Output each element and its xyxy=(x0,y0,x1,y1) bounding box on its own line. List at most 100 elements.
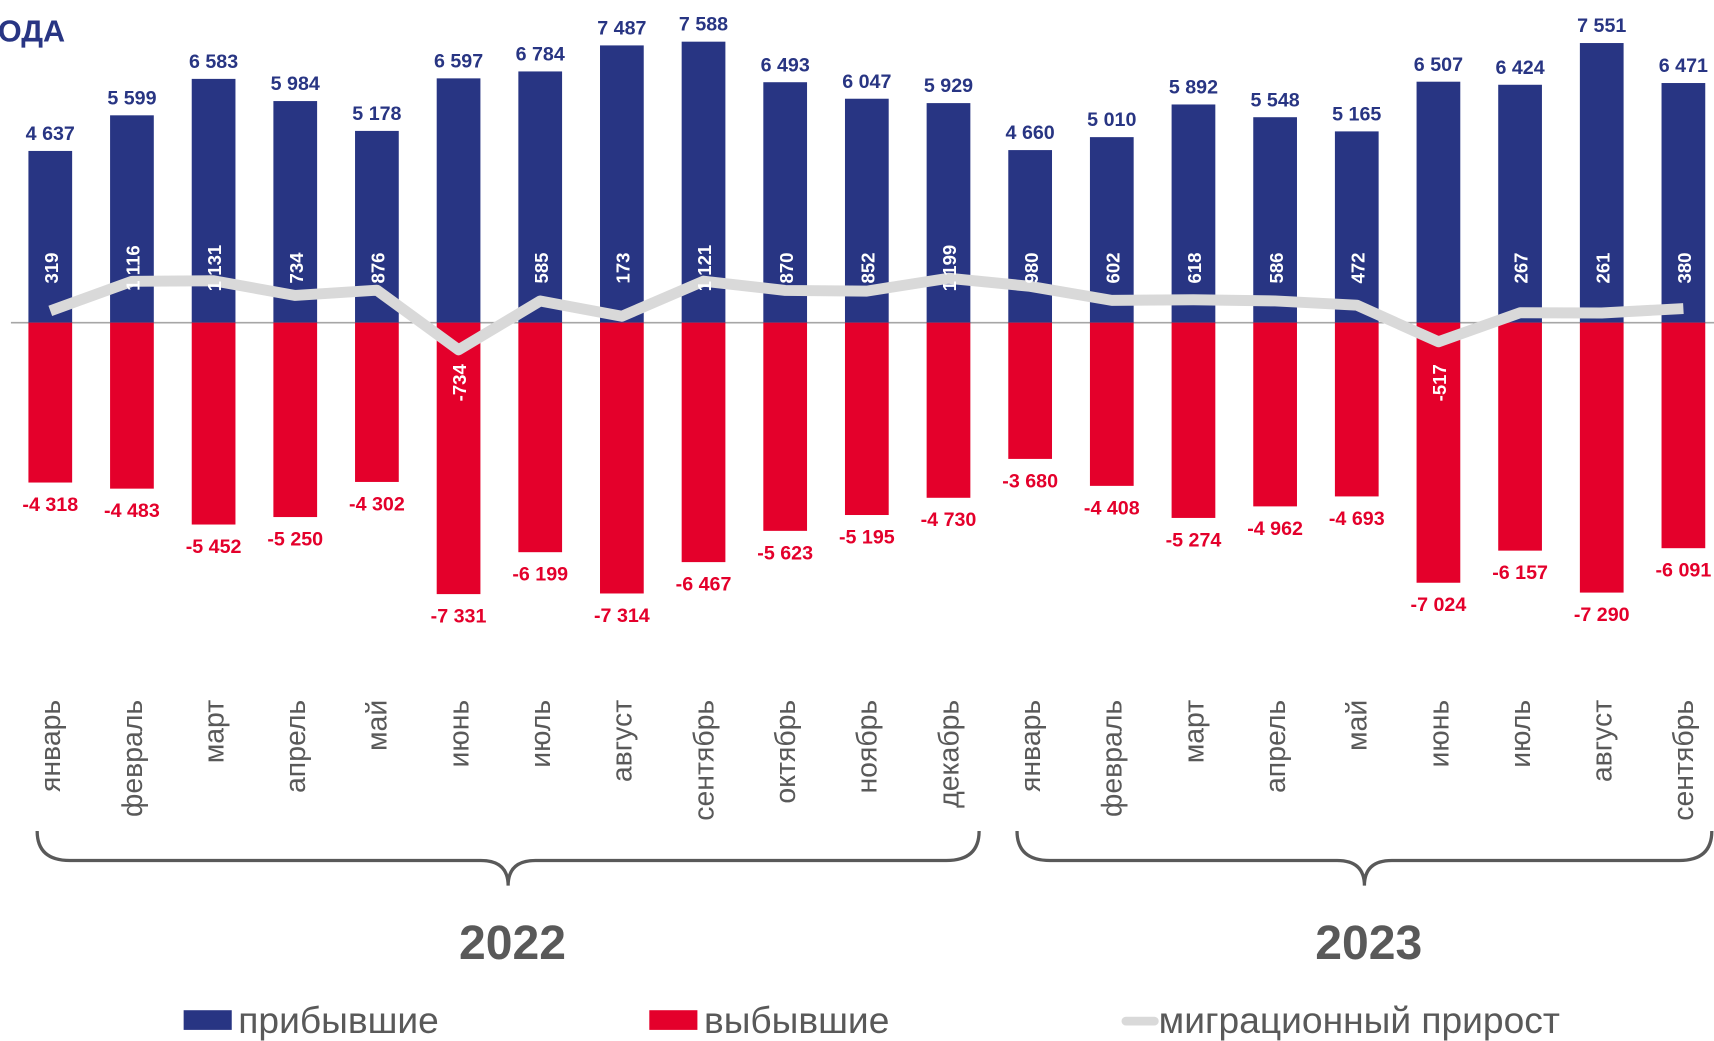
bar xyxy=(763,82,808,323)
bar xyxy=(1416,322,1461,583)
data-label: 5 548 xyxy=(1251,89,1300,111)
data-label: -5 452 xyxy=(186,536,242,558)
bar xyxy=(1253,322,1297,507)
x-tick-label: февраль xyxy=(117,700,149,817)
data-label: 7 551 xyxy=(1577,15,1626,37)
bar xyxy=(763,322,808,531)
x-tick-label: сентябрь xyxy=(688,700,720,821)
data-label: 4 660 xyxy=(1006,122,1055,144)
bar xyxy=(191,322,236,525)
bar xyxy=(1089,137,1134,323)
data-label: 5 599 xyxy=(107,87,156,109)
data-label: 7 487 xyxy=(597,17,646,39)
x-tick-label: март xyxy=(198,700,230,764)
legend-label: миграционный прирост xyxy=(1159,999,1560,1041)
data-label: -5 250 xyxy=(267,528,323,550)
legend-label: выбывшие xyxy=(704,999,889,1041)
growth-label: 267 xyxy=(1511,252,1532,283)
data-label: -5 274 xyxy=(1166,529,1222,551)
data-label: -7 290 xyxy=(1574,604,1630,626)
x-tick-label: август xyxy=(1587,700,1619,782)
data-label: -7 331 xyxy=(431,606,487,628)
growth-label: 173 xyxy=(613,252,634,283)
bar xyxy=(681,322,726,563)
data-label: 5 984 xyxy=(271,73,320,95)
x-tick-label: февраль xyxy=(1097,700,1129,817)
data-label: -4 962 xyxy=(1247,518,1303,540)
legend-swatch xyxy=(649,1010,698,1030)
growth-label: -734 xyxy=(449,364,470,402)
data-label: 6 047 xyxy=(842,71,891,93)
growth-label: 585 xyxy=(531,252,552,283)
data-label: 6 471 xyxy=(1659,55,1708,77)
bar xyxy=(1498,322,1542,551)
growth-label: 1 199 xyxy=(939,245,960,291)
data-label: -6 091 xyxy=(1656,560,1712,582)
bar xyxy=(1661,322,1706,549)
bar xyxy=(1171,322,1216,518)
growth-label: 1 116 xyxy=(123,245,144,290)
growth-label: 980 xyxy=(1021,252,1042,283)
data-label: -4 693 xyxy=(1329,508,1385,530)
bar xyxy=(1661,83,1706,323)
bar xyxy=(1579,322,1624,593)
x-tick-label: ноябрь xyxy=(852,700,884,794)
data-label: -4 408 xyxy=(1084,497,1140,519)
growth-label: 870 xyxy=(776,252,797,283)
bar xyxy=(273,322,318,518)
data-label: 6 597 xyxy=(434,50,483,72)
bar xyxy=(355,322,399,482)
bar xyxy=(1008,150,1053,323)
bar xyxy=(1579,43,1624,323)
x-tick-label: январь xyxy=(1015,700,1047,792)
legend-swatch xyxy=(183,1010,232,1030)
group-brace xyxy=(35,830,981,886)
data-label: 5 892 xyxy=(1169,77,1218,99)
bar xyxy=(1008,322,1053,459)
data-label: -6 467 xyxy=(676,574,732,596)
data-label: -4 318 xyxy=(22,494,78,516)
growth-label: 618 xyxy=(1184,252,1205,283)
growth-label: -517 xyxy=(1429,364,1450,401)
x-tick-label: август xyxy=(607,700,639,782)
growth-label: 852 xyxy=(857,252,878,283)
x-tick-label: июль xyxy=(1505,700,1537,768)
x-tick-label: апрель xyxy=(1260,700,1292,793)
group-label: 2023 xyxy=(1315,916,1422,970)
bar xyxy=(518,322,563,553)
growth-label: 472 xyxy=(1347,252,1368,283)
growth-line xyxy=(48,272,1684,356)
bar xyxy=(1171,104,1216,323)
growth-label: 1 131 xyxy=(204,245,225,291)
data-label: -5 195 xyxy=(839,526,895,548)
growth-label: 876 xyxy=(368,252,389,283)
data-label: 5 165 xyxy=(1332,103,1381,125)
x-tick-label: май xyxy=(1342,700,1374,751)
bar xyxy=(273,101,318,323)
chart-title: ОДА xyxy=(0,15,65,49)
data-label: 6 784 xyxy=(516,44,565,66)
x-tick-label: апрель xyxy=(280,700,312,793)
bar xyxy=(518,71,563,323)
bar xyxy=(436,78,481,323)
bar xyxy=(1498,84,1542,323)
data-label: 5 010 xyxy=(1087,109,1136,131)
growth-label: 1 121 xyxy=(694,245,715,291)
x-tick-label: декабрь xyxy=(933,700,965,808)
growth-label: 734 xyxy=(286,252,307,284)
bar xyxy=(28,150,73,323)
data-label: -7 314 xyxy=(594,605,650,627)
x-tick-label: октябрь xyxy=(770,700,802,804)
data-label: 5 929 xyxy=(924,75,973,97)
bar xyxy=(1334,131,1379,323)
x-tick-label: март xyxy=(1178,700,1210,764)
x-tick-label: июнь xyxy=(443,700,475,768)
data-label: -3 680 xyxy=(1002,470,1058,492)
bar xyxy=(110,322,154,489)
data-label: -5 623 xyxy=(757,542,813,564)
data-label: -6 199 xyxy=(512,564,568,586)
bar xyxy=(600,322,644,594)
data-label: -4 483 xyxy=(104,500,160,522)
data-label: 5 178 xyxy=(352,103,401,125)
